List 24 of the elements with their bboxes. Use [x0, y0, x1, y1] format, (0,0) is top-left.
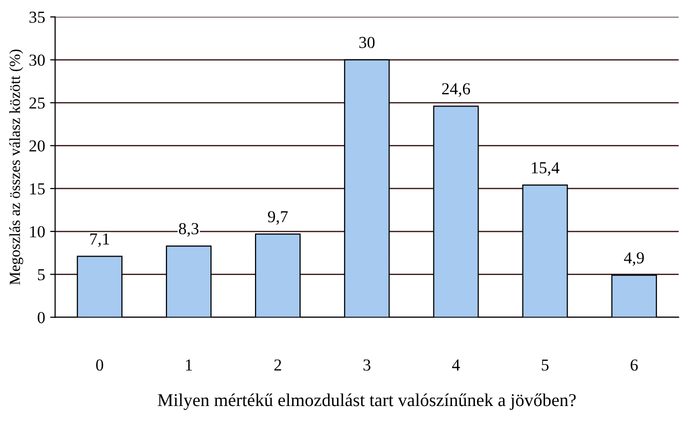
data-label: 7,1: [90, 233, 110, 248]
data-label: 24,6: [442, 83, 470, 97]
data-label: 8,3: [178, 223, 198, 237]
x-tick-label: 4: [452, 360, 460, 370]
data-label: 9,7: [268, 211, 288, 225]
x-tick-label: 3: [364, 359, 370, 371]
y-tick-label: 5: [38, 269, 45, 280]
data-label: 30: [359, 36, 375, 48]
x-tick-label: 2: [274, 359, 282, 370]
data-label: 4,9: [624, 252, 644, 266]
x-tick-label: 5: [542, 360, 549, 371]
y-tick-label: 15: [30, 183, 45, 194]
y-tick-label: 30: [30, 54, 45, 66]
x-tick-label: 1: [186, 359, 192, 370]
y-axis-title: Megoszlás az összes válasz között (%): [9, 50, 24, 285]
y-tick-label: 0: [38, 312, 45, 324]
x-tick-label: 6: [630, 359, 638, 371]
x-tick-label: 0: [96, 359, 104, 371]
y-tick-label: 10: [30, 226, 45, 238]
y-tick-label: 20: [29, 140, 45, 152]
y-tick-label: 25: [29, 97, 45, 109]
y-tick-label: 35: [30, 12, 45, 23]
data-label: 15,4: [532, 162, 560, 176]
x-axis-title: Milyen mértékű elmozdulást tart valószínűnek a jövőben?: [158, 393, 576, 410]
